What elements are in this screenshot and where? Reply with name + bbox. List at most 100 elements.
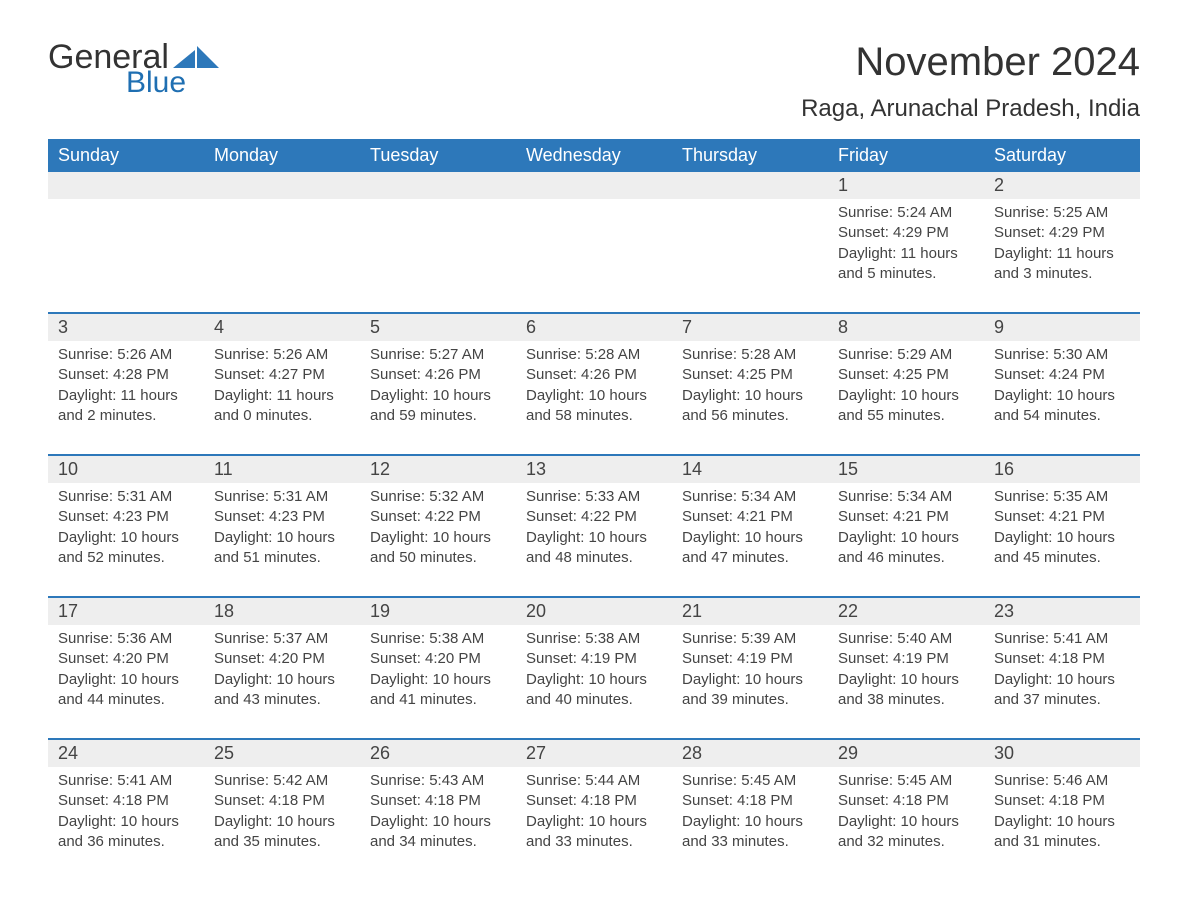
day-number-cell: 29: [828, 739, 984, 767]
day-number: 24: [58, 743, 78, 763]
day-detail-cell: Sunrise: 5:41 AMSunset: 4:18 PMDaylight:…: [984, 625, 1140, 739]
day-detail-cell: [204, 199, 360, 313]
week-daynum-row: 12: [48, 172, 1140, 199]
day-number: 11: [214, 459, 233, 479]
day-number-cell: 16: [984, 455, 1140, 483]
sunrise-text: Sunrise: 5:26 AM: [214, 345, 350, 365]
day-number: 22: [838, 601, 858, 621]
day-number: 28: [682, 743, 702, 763]
day-number: 8: [838, 317, 848, 337]
day-detail-cell: Sunrise: 5:45 AMSunset: 4:18 PMDaylight:…: [672, 767, 828, 860]
day-detail-cell: [516, 199, 672, 313]
calendar-table: Sunday Monday Tuesday Wednesday Thursday…: [48, 139, 1140, 860]
day-number-cell: 30: [984, 739, 1140, 767]
header: General Blue November 2024 Raga, Arunach…: [48, 40, 1140, 135]
day-number-cell: 21: [672, 597, 828, 625]
day-number: 7: [682, 317, 692, 337]
sunset-text: Sunset: 4:19 PM: [838, 649, 974, 669]
day-number: 18: [214, 601, 234, 621]
daylight-text: Daylight: 10 hours and 48 minutes.: [526, 528, 662, 569]
day-detail-cell: Sunrise: 5:45 AMSunset: 4:18 PMDaylight:…: [828, 767, 984, 860]
day-number-cell: 6: [516, 313, 672, 341]
week-detail-row: Sunrise: 5:31 AMSunset: 4:23 PMDaylight:…: [48, 483, 1140, 597]
daylight-text: Daylight: 10 hours and 39 minutes.: [682, 670, 818, 711]
week-detail-row: Sunrise: 5:36 AMSunset: 4:20 PMDaylight:…: [48, 625, 1140, 739]
day-number-cell: 7: [672, 313, 828, 341]
daylight-text: Daylight: 10 hours and 55 minutes.: [838, 386, 974, 427]
day-number: 25: [214, 743, 234, 763]
daylight-text: Daylight: 10 hours and 51 minutes.: [214, 528, 350, 569]
day-number: 29: [838, 743, 858, 763]
sunset-text: Sunset: 4:21 PM: [838, 507, 974, 527]
sunrise-text: Sunrise: 5:25 AM: [994, 203, 1130, 223]
sunrise-text: Sunrise: 5:28 AM: [682, 345, 818, 365]
day-number-cell: 11: [204, 455, 360, 483]
sunset-text: Sunset: 4:23 PM: [214, 507, 350, 527]
sunset-text: Sunset: 4:18 PM: [994, 791, 1130, 811]
daylight-text: Daylight: 10 hours and 54 minutes.: [994, 386, 1130, 427]
sunrise-text: Sunrise: 5:37 AM: [214, 629, 350, 649]
day-detail-cell: Sunrise: 5:38 AMSunset: 4:19 PMDaylight:…: [516, 625, 672, 739]
day-detail-cell: Sunrise: 5:34 AMSunset: 4:21 PMDaylight:…: [828, 483, 984, 597]
daylight-text: Daylight: 10 hours and 58 minutes.: [526, 386, 662, 427]
sunrise-text: Sunrise: 5:35 AM: [994, 487, 1130, 507]
day-detail-cell: Sunrise: 5:35 AMSunset: 4:21 PMDaylight:…: [984, 483, 1140, 597]
sunrise-text: Sunrise: 5:42 AM: [214, 771, 350, 791]
day-number: 3: [58, 317, 68, 337]
sunset-text: Sunset: 4:29 PM: [994, 223, 1130, 243]
sunrise-text: Sunrise: 5:44 AM: [526, 771, 662, 791]
day-detail-cell: Sunrise: 5:25 AMSunset: 4:29 PMDaylight:…: [984, 199, 1140, 313]
sunset-text: Sunset: 4:18 PM: [838, 791, 974, 811]
day-number-cell: 13: [516, 455, 672, 483]
weekday-header-row: Sunday Monday Tuesday Wednesday Thursday…: [48, 139, 1140, 172]
sunrise-text: Sunrise: 5:38 AM: [526, 629, 662, 649]
day-detail-cell: Sunrise: 5:30 AMSunset: 4:24 PMDaylight:…: [984, 341, 1140, 455]
daylight-text: Daylight: 10 hours and 35 minutes.: [214, 812, 350, 853]
day-number: 21: [682, 601, 702, 621]
week-daynum-row: 24252627282930: [48, 739, 1140, 767]
day-detail-cell: Sunrise: 5:40 AMSunset: 4:19 PMDaylight:…: [828, 625, 984, 739]
day-number: 23: [994, 601, 1014, 621]
sunset-text: Sunset: 4:28 PM: [58, 365, 194, 385]
sunrise-text: Sunrise: 5:39 AM: [682, 629, 818, 649]
sunset-text: Sunset: 4:25 PM: [682, 365, 818, 385]
sunset-text: Sunset: 4:18 PM: [682, 791, 818, 811]
week-daynum-row: 3456789: [48, 313, 1140, 341]
daylight-text: Daylight: 10 hours and 52 minutes.: [58, 528, 194, 569]
sunrise-text: Sunrise: 5:26 AM: [58, 345, 194, 365]
day-detail-cell: Sunrise: 5:32 AMSunset: 4:22 PMDaylight:…: [360, 483, 516, 597]
day-detail-cell: [360, 199, 516, 313]
sunset-text: Sunset: 4:26 PM: [526, 365, 662, 385]
day-number: 1: [838, 175, 848, 195]
sunrise-text: Sunrise: 5:43 AM: [370, 771, 506, 791]
daylight-text: Daylight: 10 hours and 32 minutes.: [838, 812, 974, 853]
weekday-header: Saturday: [984, 139, 1140, 172]
day-number-cell: 19: [360, 597, 516, 625]
location: Raga, Arunachal Pradesh, India: [801, 95, 1140, 123]
day-number-cell: 14: [672, 455, 828, 483]
day-number-cell: 2: [984, 172, 1140, 199]
day-number-cell: 27: [516, 739, 672, 767]
day-number-cell: [516, 172, 672, 199]
day-number: 27: [526, 743, 546, 763]
sunrise-text: Sunrise: 5:32 AM: [370, 487, 506, 507]
daylight-text: Daylight: 10 hours and 45 minutes.: [994, 528, 1130, 569]
day-detail-cell: Sunrise: 5:39 AMSunset: 4:19 PMDaylight:…: [672, 625, 828, 739]
day-number: 5: [370, 317, 380, 337]
day-number-cell: 8: [828, 313, 984, 341]
sunset-text: Sunset: 4:23 PM: [58, 507, 194, 527]
day-detail-cell: Sunrise: 5:43 AMSunset: 4:18 PMDaylight:…: [360, 767, 516, 860]
sunrise-text: Sunrise: 5:27 AM: [370, 345, 506, 365]
day-detail-cell: Sunrise: 5:24 AMSunset: 4:29 PMDaylight:…: [828, 199, 984, 313]
sunrise-text: Sunrise: 5:24 AM: [838, 203, 974, 223]
sunset-text: Sunset: 4:18 PM: [214, 791, 350, 811]
daylight-text: Daylight: 10 hours and 41 minutes.: [370, 670, 506, 711]
daylight-text: Daylight: 10 hours and 40 minutes.: [526, 670, 662, 711]
day-number: 12: [370, 459, 390, 479]
sunset-text: Sunset: 4:21 PM: [682, 507, 818, 527]
day-number-cell: 17: [48, 597, 204, 625]
weekday-header: Sunday: [48, 139, 204, 172]
day-number: 4: [214, 317, 224, 337]
week-detail-row: Sunrise: 5:26 AMSunset: 4:28 PMDaylight:…: [48, 341, 1140, 455]
month-title: November 2024: [801, 40, 1140, 85]
